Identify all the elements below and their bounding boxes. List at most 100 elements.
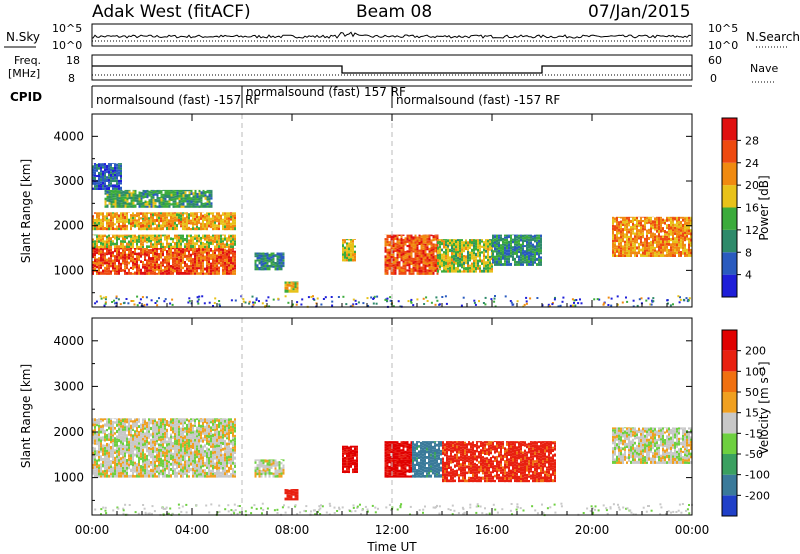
data-cell	[140, 234, 142, 237]
data-cell	[432, 269, 435, 272]
data-cell	[178, 258, 180, 262]
data-cell	[184, 248, 186, 249]
data-cell	[668, 249, 670, 253]
speckle	[610, 304, 613, 307]
data-cell	[140, 212, 142, 215]
data-cell	[138, 238, 140, 241]
data-cell	[504, 236, 506, 239]
data-cell	[172, 193, 175, 197]
data-cell	[104, 418, 106, 421]
speckle	[156, 304, 159, 307]
speckle	[201, 295, 204, 298]
data-cell	[150, 251, 152, 254]
data-cell	[140, 449, 142, 453]
data-cell	[110, 163, 112, 167]
data-cell	[124, 418, 126, 420]
data-cell	[280, 267, 283, 271]
data-cell	[176, 234, 178, 238]
data-cell	[616, 229, 618, 233]
data-cell	[210, 204, 213, 208]
data-cell	[140, 468, 142, 472]
data-cell	[662, 253, 664, 257]
data-cell	[632, 232, 634, 235]
data-cell	[156, 426, 158, 430]
data-cell	[92, 173, 94, 177]
data-cell	[132, 219, 134, 222]
data-cell	[162, 242, 164, 246]
data-cell	[208, 203, 211, 206]
data-cell	[126, 214, 128, 218]
data-cell	[214, 249, 216, 252]
data-cell	[178, 438, 180, 443]
data-cell	[130, 237, 132, 241]
speckle	[482, 302, 485, 304]
data-cell	[192, 195, 195, 199]
data-cell	[176, 471, 178, 475]
data-cell	[118, 199, 121, 203]
data-cell	[132, 422, 134, 426]
data-cell	[156, 261, 158, 263]
data-cell	[178, 456, 180, 460]
data-cell	[432, 258, 435, 262]
data-cell	[198, 200, 201, 203]
data-cell	[126, 434, 128, 438]
data-cell	[392, 264, 395, 267]
data-cell	[176, 218, 178, 222]
data-cell	[110, 473, 112, 476]
data-cell	[258, 254, 261, 257]
data-cell	[690, 221, 692, 225]
data-cell	[104, 461, 106, 465]
data-cell	[98, 240, 100, 243]
data-cell	[652, 223, 654, 227]
data-cell	[144, 203, 147, 206]
data-cell	[206, 254, 208, 257]
data-cell	[622, 216, 624, 219]
data-cell	[188, 475, 190, 478]
data-cell	[148, 420, 150, 423]
data-cell	[232, 242, 234, 246]
data-cell	[98, 234, 100, 238]
data-cell	[232, 222, 234, 225]
data-cell	[110, 420, 112, 423]
data-cell	[644, 228, 646, 231]
data-cell	[186, 267, 188, 271]
data-cell	[230, 242, 232, 246]
data-cell	[678, 238, 680, 242]
data-cell	[216, 224, 218, 227]
data-cell	[174, 420, 176, 424]
data-cell	[190, 418, 192, 421]
data-cell	[144, 266, 146, 270]
speckle	[188, 300, 191, 303]
data-cell	[672, 221, 674, 224]
data-cell	[160, 451, 162, 455]
data-cell	[445, 270, 447, 273]
data-cell	[118, 428, 120, 431]
data-cell	[447, 262, 449, 266]
data-cell	[122, 245, 124, 248]
data-cell	[680, 254, 682, 257]
speckle	[212, 305, 214, 307]
data-cell	[126, 212, 128, 215]
data-cell	[152, 251, 154, 255]
data-cell	[650, 240, 652, 245]
data-cell	[384, 270, 387, 273]
data-cell	[164, 468, 166, 472]
data-cell	[112, 224, 114, 227]
speckle	[638, 298, 641, 301]
speckle	[510, 301, 513, 304]
data-cell	[140, 224, 142, 228]
data-cell	[186, 444, 188, 447]
data-cell	[148, 212, 150, 214]
data-cell	[104, 475, 106, 478]
data-cell	[172, 455, 174, 459]
data-cell	[174, 455, 176, 459]
data-cell	[465, 255, 467, 259]
data-cell	[192, 269, 194, 273]
data-cell	[453, 252, 455, 255]
data-cell	[445, 261, 447, 265]
data-cell	[432, 238, 435, 242]
data-cell	[196, 227, 198, 231]
data-cell	[487, 247, 489, 251]
data-cell	[422, 243, 425, 246]
data-cell	[98, 163, 100, 164]
